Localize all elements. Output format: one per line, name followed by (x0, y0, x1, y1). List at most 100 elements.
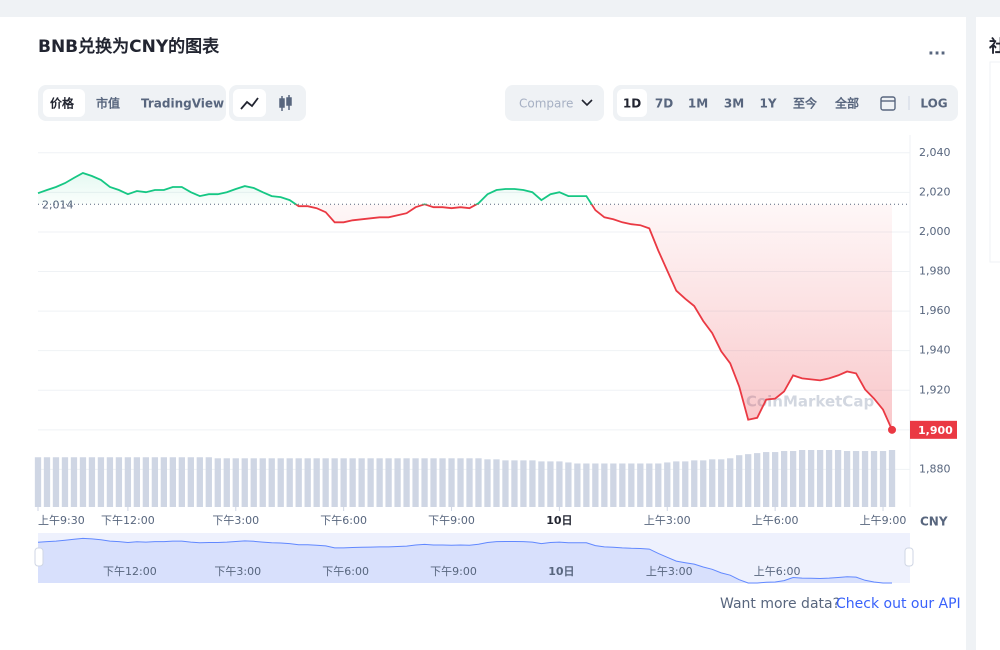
navigator-label: 下午3:00 (214, 565, 261, 578)
y-tick-label: 1,940 (919, 344, 951, 357)
api-link[interactable]: Check out our API (836, 596, 961, 612)
volume-bar (403, 458, 410, 507)
navigator-handle[interactable] (904, 547, 914, 567)
x-tick-label: 上午9:00 (860, 514, 907, 527)
volume-bar (70, 457, 78, 507)
menu[interactable]: ... (928, 40, 946, 59)
navigator-label: 下午12:00 (103, 565, 157, 578)
log-toggle[interactable]: LOG (920, 97, 947, 111)
volume-bar (313, 458, 320, 507)
volume-bar (196, 457, 203, 507)
volume-bar (52, 457, 60, 507)
volume-bar (484, 459, 491, 507)
volume-bar (727, 458, 734, 507)
y-tick-label: 1,960 (919, 304, 951, 317)
x-tick-label: 下午12:00 (101, 514, 155, 527)
volume-bar (879, 451, 887, 507)
x-tick-label: 下午9:00 (428, 514, 475, 527)
volume-bar (214, 458, 221, 507)
volume-bar (816, 450, 824, 507)
volume-bar (169, 457, 176, 507)
range[interactable]: 1Y (759, 97, 776, 111)
range[interactable]: 至今 (793, 96, 818, 111)
x-tick-label: 10日 (546, 514, 572, 527)
compare[interactable]: Compare (519, 97, 573, 111)
last-point (888, 425, 897, 434)
navigator-label: 上午3:00 (646, 565, 693, 578)
last-badge (910, 420, 957, 439)
volume-bar (160, 457, 168, 507)
range[interactable]: 全部 (834, 96, 859, 111)
volume-bar (61, 457, 69, 507)
volume-bar (142, 457, 150, 507)
volume-bar (79, 457, 87, 507)
tab[interactable]: 价格 (50, 96, 75, 111)
volume-bar (673, 461, 680, 507)
volume-bar (655, 463, 662, 507)
volume-bar (861, 451, 869, 507)
volume-bar (259, 458, 266, 507)
calendar-icon[interactable] (880, 96, 896, 111)
volume-bar (43, 457, 51, 507)
candle-icon[interactable] (279, 95, 292, 111)
volume-bar (34, 457, 42, 507)
volume-bar (664, 462, 671, 507)
volume-bar (547, 461, 554, 507)
volume-bar (286, 458, 293, 507)
volume-bar (178, 457, 185, 507)
volume-bar (358, 458, 365, 507)
volume-bar (475, 458, 482, 507)
y-tick-label: 1,920 (919, 383, 951, 396)
volume-bar (115, 457, 123, 507)
volume-bar (700, 460, 707, 507)
range-active (617, 89, 647, 117)
axis-unit: CNY (920, 515, 948, 529)
tab-active (43, 89, 85, 117)
volume-bar (780, 451, 788, 507)
volume-bar (772, 452, 779, 507)
tab[interactable]: TradingView (141, 97, 224, 111)
volume-bar (133, 457, 141, 507)
tab-group (38, 85, 226, 121)
volume-bar (322, 458, 329, 507)
range[interactable]: 3M (724, 97, 744, 111)
range[interactable]: 7D (655, 97, 673, 111)
volume-bar (277, 458, 284, 507)
volume-bar (565, 462, 572, 507)
tab[interactable]: 市值 (96, 96, 120, 111)
y-tick-label: 2,040 (919, 146, 951, 159)
y-tick-label: 2,000 (919, 225, 951, 238)
volume-bar (502, 460, 509, 507)
volume-bar (250, 458, 257, 507)
y-tick-label: 2,020 (919, 185, 951, 198)
volume-bar (106, 457, 114, 507)
range[interactable]: 1D (623, 97, 641, 111)
volume-bar (349, 458, 356, 507)
volume-bar (331, 458, 338, 507)
compare-box[interactable] (505, 85, 604, 121)
volume-bar (439, 458, 446, 507)
volume-bar (223, 458, 230, 507)
line-icon[interactable] (240, 97, 259, 110)
volume-bar (511, 460, 518, 507)
volume-bar (754, 453, 761, 507)
side-card (976, 17, 1000, 650)
volume-bar (88, 457, 96, 507)
volume-bar (295, 458, 302, 507)
volume-bar (852, 451, 860, 507)
volume-bar (97, 457, 105, 507)
price-area (38, 173, 893, 430)
volume-bar (412, 458, 419, 507)
volume-bar (763, 452, 770, 507)
volume-bar (870, 451, 878, 507)
volume-bar (637, 463, 644, 507)
range[interactable]: 1M (688, 97, 708, 111)
volume-bar (520, 460, 527, 507)
volume-bar (601, 463, 608, 507)
navigator-handle[interactable] (34, 547, 44, 567)
volume-bar (421, 458, 428, 507)
volume-bar (385, 458, 392, 507)
y-tick-label: 1,880 (919, 462, 951, 475)
volume-bar (592, 463, 599, 507)
